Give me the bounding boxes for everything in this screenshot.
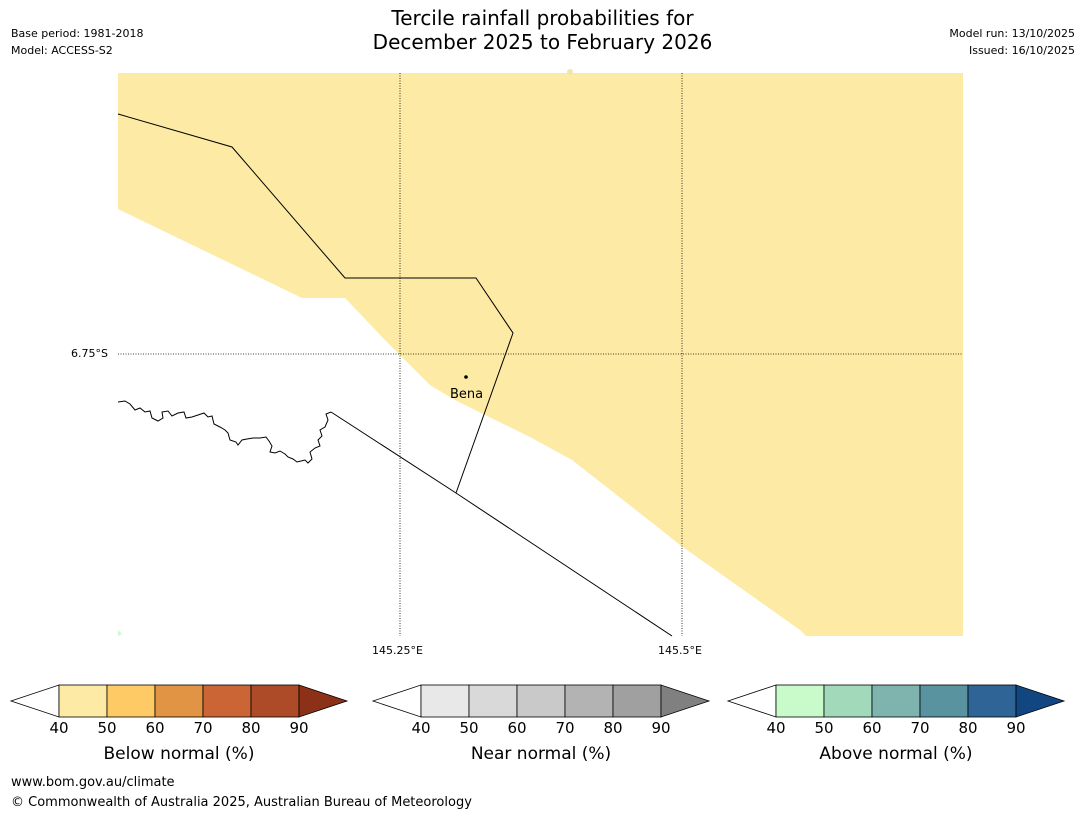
colorbar-segment — [967, 684, 1017, 718]
model-run-text: Model run: 13/10/2025 — [949, 27, 1075, 40]
colorbar-extend-high — [298, 684, 349, 718]
legend-title-below-normal: Below normal (%) — [103, 744, 255, 764]
header-right: Model run: 13/10/2025 Issued: 16/10/2025 — [949, 25, 1075, 59]
legend-tick: 70 — [910, 719, 930, 737]
legend-tick: 90 — [1006, 719, 1026, 737]
footer-url: www.bom.gov.au/climate — [11, 775, 175, 790]
colorbar-segment — [154, 684, 204, 718]
legend-tick: 80 — [958, 719, 978, 737]
map-edge-green-artifact — [118, 630, 122, 636]
colorbar-below-normal — [9, 684, 349, 718]
province-boundary — [330, 411, 673, 637]
colorbar-above-normal — [726, 684, 1066, 718]
colorbar-segment — [823, 684, 873, 718]
below-normal-region — [118, 73, 963, 636]
colorbar-segment — [612, 684, 662, 718]
base-period-text: Base period: 1981-2018 — [11, 27, 144, 40]
title-line-1: Tercile rainfall probabilities for — [391, 6, 694, 30]
model-text: Model: ACCESS-S2 — [11, 44, 113, 57]
colorbar-segment — [420, 684, 470, 718]
colorbar-segment — [106, 684, 156, 718]
colorbar-segment — [516, 684, 566, 718]
legend-tick: 40 — [49, 719, 69, 737]
map-edge-artifact — [567, 69, 573, 75]
colorbar-segment — [58, 684, 108, 718]
colorbar-extend-low — [371, 684, 422, 718]
colorbar-extend-low — [9, 684, 60, 718]
colorbar-segment — [564, 684, 614, 718]
colorbar-near-normal — [371, 684, 711, 718]
colorbar-segment — [202, 684, 252, 718]
latitude-label: 6.75°S — [71, 347, 108, 360]
river-boundary — [117, 400, 332, 464]
legend-tick: 60 — [507, 719, 527, 737]
legend-tick: 90 — [651, 719, 671, 737]
colorbar-segment — [919, 684, 969, 718]
legend-title-above-normal: Above normal (%) — [819, 744, 973, 764]
footer-copyright: © Commonwealth of Australia 2025, Austra… — [11, 795, 472, 810]
legend-tick: 40 — [411, 719, 431, 737]
legend-tick: 70 — [193, 719, 213, 737]
legend-title-near-normal: Near normal (%) — [470, 744, 612, 764]
legend-tick: 50 — [814, 719, 834, 737]
legend-tick: 50 — [459, 719, 479, 737]
page-title: Tercile rainfall probabilities for Decem… — [0, 6, 1085, 54]
title-line-2: December 2025 to February 2026 — [372, 30, 713, 54]
longitude-label-145-25: 145.25°E — [372, 644, 423, 657]
header-left: Base period: 1981-2018 Model: ACCESS-S2 — [11, 25, 143, 59]
colorbar-segment — [250, 684, 300, 718]
colorbar-extend-high — [1015, 684, 1066, 718]
legend-tick: 80 — [603, 719, 623, 737]
legend-tick: 70 — [555, 719, 575, 737]
colorbar-extend-high — [660, 684, 711, 718]
longitude-label-145-5: 145.5°E — [658, 644, 702, 657]
legend-tick: 50 — [97, 719, 117, 737]
colorbar-segment — [468, 684, 518, 718]
place-label-bena: Bena — [450, 387, 484, 402]
legend-tick: 40 — [766, 719, 786, 737]
colorbar-segment — [775, 684, 825, 718]
town-marker-bena — [464, 375, 468, 379]
issued-text: Issued: 16/10/2025 — [968, 44, 1075, 57]
legend-tick: 80 — [241, 719, 261, 737]
colorbar-segment — [871, 684, 921, 718]
legend-tick: 60 — [145, 719, 165, 737]
legend-tick: 90 — [289, 719, 309, 737]
legend-tick: 60 — [862, 719, 882, 737]
district-boundary — [117, 113, 514, 494]
colorbar-extend-low — [726, 684, 777, 718]
